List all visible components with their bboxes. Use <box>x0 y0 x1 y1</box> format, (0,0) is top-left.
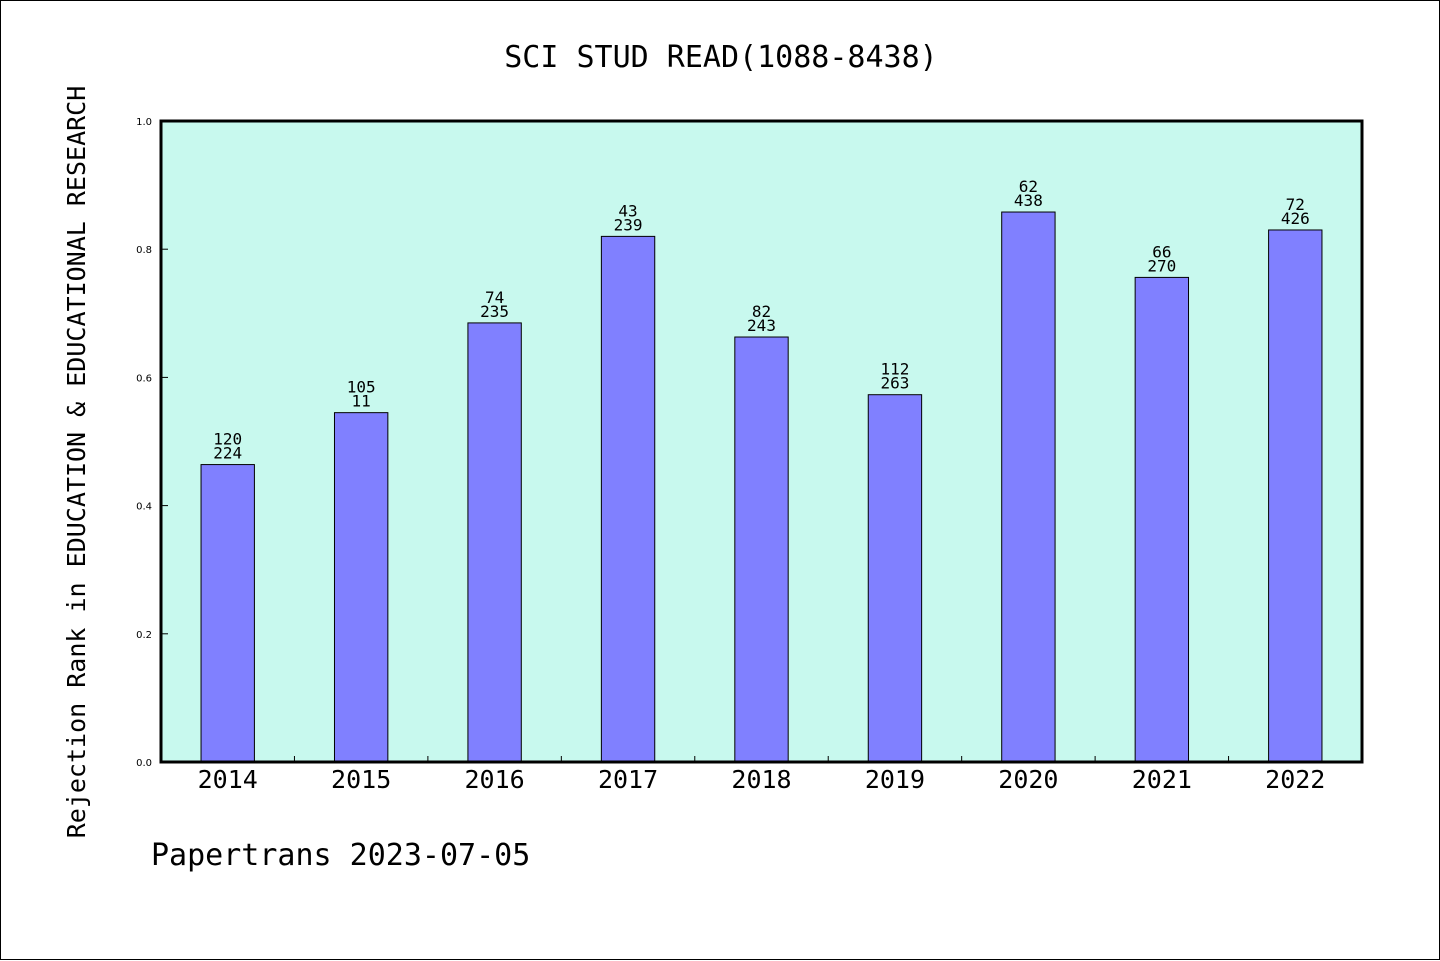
bar-label-bottom: 426 <box>1281 209 1310 228</box>
x-tick-label: 2016 <box>465 765 525 794</box>
bar-label-top: 120 <box>213 430 242 449</box>
bar <box>1134 276 1190 763</box>
bar-label-bottom: 263 <box>880 374 909 393</box>
bar-label-top: 105 <box>347 378 376 397</box>
bar <box>734 336 789 763</box>
y-tick-label: 0.4 <box>136 502 152 513</box>
x-tick-label: 2022 <box>1265 765 1325 794</box>
bar-label-bottom: 224 <box>213 444 242 463</box>
y-tick-label: 1.0 <box>136 117 152 128</box>
bar <box>333 412 389 763</box>
x-tick-label: 2014 <box>198 765 258 794</box>
bar-label-bottom: 11 <box>352 392 371 411</box>
bar-label-top: 43 <box>618 201 637 220</box>
y-tick-label: 0.6 <box>136 373 152 384</box>
chart-title: SCI STUD READ(1088-8438) <box>504 40 937 75</box>
bar-label-top: 62 <box>1019 177 1038 196</box>
bar-label-bottom: 270 <box>1147 256 1176 275</box>
bar-label-bottom: 235 <box>480 302 509 321</box>
y-tick-label: 0.8 <box>136 245 152 256</box>
plot-border <box>159 119 1364 764</box>
bar-label-top: 74 <box>485 288 504 307</box>
footer-credit: Papertrans 2023-07-05 <box>151 838 530 873</box>
x-tick-label: 2018 <box>731 765 791 794</box>
x-tick-label: 2015 <box>331 765 391 794</box>
y-axis-label: Rejection Rank in EDUCATION & EDUCATIONA… <box>62 86 91 839</box>
bar <box>1268 229 1323 763</box>
y-tick-label: 0.2 <box>136 630 152 641</box>
x-tick-label: 2021 <box>1132 765 1192 794</box>
x-tick-label: 2017 <box>598 765 658 794</box>
x-tick-label: 2019 <box>865 765 925 794</box>
bar-label-bottom: 239 <box>614 215 643 234</box>
bar <box>200 464 255 763</box>
bar-label-bottom: 438 <box>1014 191 1043 210</box>
bars-group <box>200 211 1323 763</box>
bar <box>467 322 522 763</box>
x-tick-label: 2020 <box>998 765 1058 794</box>
bar <box>867 394 923 763</box>
bar-label-top: 72 <box>1286 195 1305 214</box>
bar-label-top: 66 <box>1152 242 1171 261</box>
bar-label-top: 112 <box>880 360 909 379</box>
bar-label-bottom: 243 <box>747 316 776 335</box>
bar <box>600 235 656 763</box>
y-tick-label: 0.0 <box>136 758 152 769</box>
bar <box>1001 211 1056 763</box>
bar-label-top: 82 <box>752 302 771 321</box>
